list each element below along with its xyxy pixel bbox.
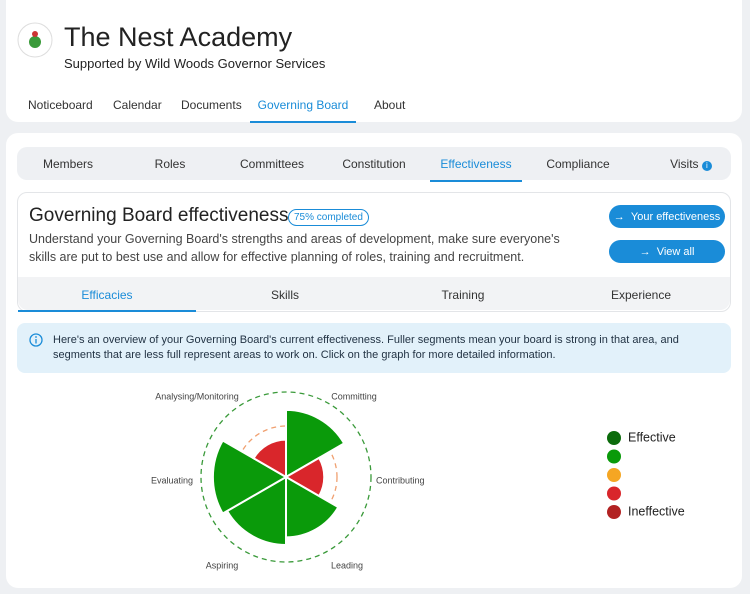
legend-swatch [607,468,621,482]
effectiveness-tabs-bar [18,277,730,310]
board-tab[interactable]: Roles [154,157,186,171]
nav-tab[interactable]: Noticeboard [28,98,93,112]
button-label[interactable]: Your effectiveness [630,210,721,223]
legend-label: Effective [628,430,676,444]
board-tab[interactable]: Committees [239,157,304,171]
grid-ring [234,425,338,529]
effectiveness-tab[interactable]: Efficacies [18,288,196,312]
category-label: Leading [331,560,363,570]
panel [17,192,731,312]
effectiveness-tab[interactable]: Training [441,288,485,302]
badge: 75% completed [288,209,369,226]
board-tab[interactable]: Members [42,157,93,171]
segment [285,408,346,479]
panel-description: Understand your Governing Board's streng… [29,232,560,264]
board-tab[interactable]: Compliance [546,157,610,171]
segment [252,438,287,479]
site-title: The Nest Academy [64,22,293,52]
panel-title: Governing Board effectiveness [29,205,289,226]
legend-label: Ineffective [628,504,685,518]
category-label: Contributing [376,475,425,485]
info-icon [29,333,43,347]
nav-tab[interactable]: About [374,98,406,112]
site-subtitle: Supported by Wild Woods Governor Service… [64,56,326,71]
button[interactable]: → Your effectiveness [609,205,725,228]
logo [17,22,53,58]
effectiveness-tab[interactable]: Experience [610,288,672,302]
button-label[interactable]: View all [656,245,695,258]
category-label: Evaluating [151,475,193,485]
board-tabs-bar [17,147,731,180]
legend-swatch [607,505,621,519]
tab-label[interactable]: Visits [670,157,699,171]
legend-swatch [607,486,621,501]
category-label: Analysing/Monitoring [155,391,239,401]
legend-swatch [607,449,621,464]
nav-tab[interactable]: Documents [181,98,242,112]
category-label: Committing [331,391,377,401]
button[interactable]: → View all [609,240,725,263]
header-card [6,0,742,122]
grid-ring [200,391,372,563]
legend-swatch [607,431,621,445]
nav-tab[interactable]: Calendar [113,98,162,112]
segment [285,475,340,539]
segment [211,439,288,515]
info-dot: i [701,161,712,171]
polar-chart: Committing Contributing Leading Aspiring Eva… [151,391,685,570]
board-tab[interactable]: Effectiveness [430,157,522,182]
nav-tab[interactable]: Governing Board [250,98,356,123]
board-tab[interactable]: Constitution [342,157,406,171]
segment [225,475,287,547]
info-box [17,323,731,373]
info-text: Here's an overview of your Governing Boa… [53,334,679,361]
category-label: Aspiring [206,560,239,570]
board-tab[interactable]: Visits i [640,157,742,171]
effectiveness-tab[interactable]: Skills [270,288,299,302]
